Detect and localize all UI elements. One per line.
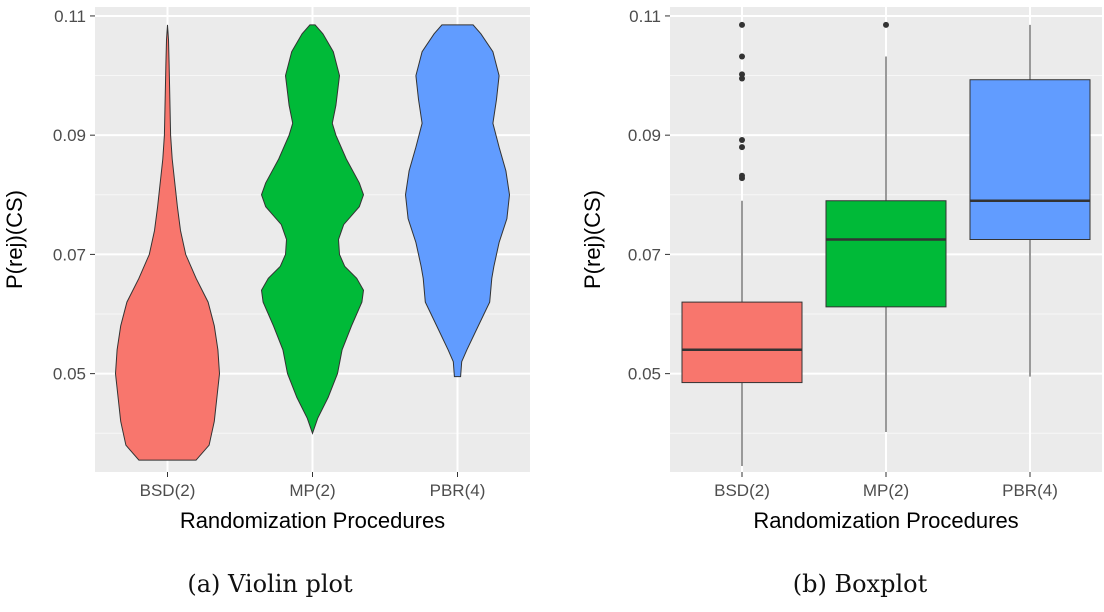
violin-pbr-4 xyxy=(404,24,511,378)
y-tick-label: 0.05 xyxy=(628,365,661,384)
x-axis-title: Randomization Procedures xyxy=(180,508,445,533)
x-tick-label: BSD(2) xyxy=(714,481,770,500)
violin-plot-caption: (a) Violin plot xyxy=(187,570,353,598)
x-axis-title: Randomization Procedures xyxy=(753,508,1018,533)
x-tick-label: BSD(2) xyxy=(140,481,196,500)
outlier-point-bsd-2 xyxy=(739,75,745,82)
y-axis-title: P(rej)(CS) xyxy=(580,190,605,289)
x-tick-label: MP(2) xyxy=(863,481,909,500)
outlier-point-bsd-2 xyxy=(739,144,745,151)
outlier-point-mp-2 xyxy=(883,21,889,28)
outlier-point-bsd-2 xyxy=(739,172,745,179)
y-tick-label: 0.09 xyxy=(53,126,86,145)
x-tick-label: MP(2) xyxy=(289,481,335,500)
outlier-point-bsd-2 xyxy=(739,136,745,143)
violin-bsd-2 xyxy=(114,24,221,461)
y-tick-label: 0.11 xyxy=(629,7,661,26)
boxplot-caption: (b) Boxplot xyxy=(792,570,928,598)
x-tick-label: PBR(4) xyxy=(1002,481,1058,500)
box-pbr-4 xyxy=(969,79,1091,240)
outlier-point-bsd-2 xyxy=(739,71,745,78)
box-mp-2 xyxy=(825,200,947,308)
y-tick-label: 0.07 xyxy=(628,245,661,264)
y-tick-label: 0.09 xyxy=(628,126,661,145)
y-tick-label: 0.07 xyxy=(53,245,86,264)
y-tick-label: 0.05 xyxy=(53,365,86,384)
x-tick-label: PBR(4) xyxy=(430,481,486,500)
outlier-point-bsd-2 xyxy=(739,21,745,28)
boxplot-panel: 0.05 0.07 0.09 0.11 BSD(2) MP(2) PBR(4) Randomi… xyxy=(580,7,1102,533)
y-tick-label: 0.11 xyxy=(54,7,86,26)
violin-plot-panel: 0.05 0.07 0.09 0.11 BSD(2) MP(2) PBR(4) Randomi… xyxy=(2,7,530,533)
violin-mp-2 xyxy=(260,24,365,435)
box-bsd-2 xyxy=(681,301,803,384)
outlier-point-bsd-2 xyxy=(739,53,745,60)
y-axis-title: P(rej)(CS) xyxy=(2,190,27,289)
